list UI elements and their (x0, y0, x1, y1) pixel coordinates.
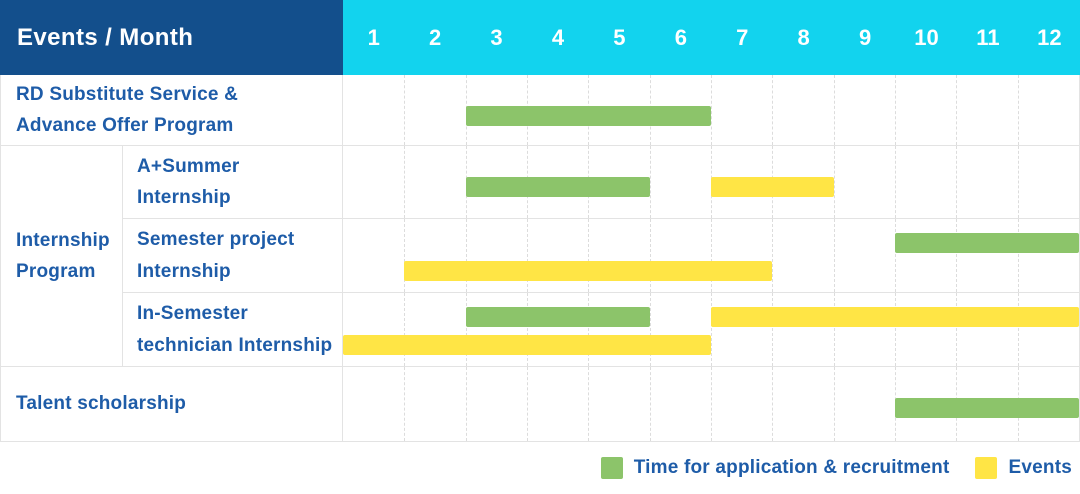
table-row: In-Semester technician Internship (123, 293, 1079, 366)
month-label: 12 (1037, 24, 1062, 50)
row-label-a-summer-internship: A+Summer Internship (123, 146, 343, 218)
month-gridline (465, 219, 467, 292)
month-gridline (956, 293, 958, 366)
month-gridline (404, 146, 406, 218)
month-gridline (1017, 146, 1019, 218)
legend: Time for application & recruitment Event… (0, 441, 1080, 494)
month-gridline (895, 146, 896, 218)
month-label: 5 (613, 24, 626, 50)
internship-program-subrows: A+Summer Internship Semester project Int… (123, 146, 1079, 366)
month-gridline (649, 293, 651, 366)
chart-row-in-semester-technician-internship (343, 293, 1079, 366)
month-gridline (895, 75, 896, 145)
month-gridline (833, 219, 835, 292)
table-body: RD Substitute Service & Advance Offer Pr… (0, 75, 1080, 442)
month-label: 10 (914, 24, 939, 50)
month-label: 7 (736, 24, 749, 50)
events-month-header-label: Events / Month (17, 23, 194, 51)
events-month-header-cell: Events / Month (0, 0, 343, 75)
month-gridline (711, 367, 712, 441)
month-gridline (404, 367, 406, 441)
month-gridline (956, 219, 958, 292)
month-gridline (711, 219, 712, 292)
row-label-rd-substitute-service: RD Substitute Service & Advance Offer Pr… (1, 75, 343, 145)
month-label: 2 (429, 24, 442, 50)
month-label: 11 (976, 24, 1000, 50)
legend-label-events: Events (1008, 456, 1072, 478)
internship-program-group: Internship Program A+Summer Internship S… (1, 146, 1079, 367)
month-label: 4 (551, 24, 565, 50)
legend-swatch-yellow (975, 456, 998, 479)
month-label: 3 (490, 24, 503, 50)
month-gridline (895, 293, 896, 366)
gantt-bar (404, 261, 773, 281)
chart-row-rd-substitute-service (343, 75, 1079, 145)
gantt-bar (711, 177, 834, 197)
month-gridline (1017, 75, 1019, 145)
month-gridline (711, 293, 712, 366)
chart-row-semester-project-internship (343, 219, 1079, 292)
month-gridline (588, 293, 590, 366)
month-gridline (649, 219, 651, 292)
table-row: Talent scholarship (1, 367, 1079, 442)
gantt-bar (465, 106, 711, 126)
legend-label-application-recruitment: Time for application & recruitment (633, 456, 950, 478)
legend-swatch-green (600, 456, 623, 479)
month-gridline (527, 219, 528, 292)
month-gridline (649, 367, 651, 441)
month-header-strip: 1 2 3 4 5 6 7 8 9 10 11 12 (343, 0, 1080, 75)
row-label-in-semester-technician-internship: In-Semester technician Internship (123, 293, 343, 366)
row-label-talent-scholarship: Talent scholarship (1, 367, 343, 441)
group-label-internship-program: Internship Program (1, 146, 123, 366)
month-gridline (895, 219, 896, 292)
gantt-bar (343, 335, 711, 355)
month-gridline (1017, 293, 1019, 366)
month-gridline (649, 146, 651, 218)
table-header: Events / Month 1 2 3 4 5 6 7 8 9 10 11 12 (0, 0, 1080, 75)
month-gridline (404, 75, 406, 145)
gantt-bar (895, 398, 1079, 418)
month-gridline (711, 75, 712, 145)
month-gridline (772, 75, 774, 145)
legend-item-application-recruitment: Time for application & recruitment (600, 456, 950, 479)
gantt-bar (465, 177, 650, 197)
month-gridline (833, 293, 835, 366)
legend-item-events: Events (975, 456, 1072, 479)
table-row: A+Summer Internship (123, 146, 1079, 219)
month-gridline (1017, 219, 1019, 292)
month-gridline (956, 75, 958, 145)
gantt-bar (465, 307, 650, 327)
month-gridline (833, 146, 835, 218)
month-label: 6 (674, 24, 687, 50)
gantt-bar (711, 307, 1079, 327)
month-gridline (588, 219, 590, 292)
row-label-semester-project-internship: Semester project Internship (123, 219, 343, 292)
month-gridline (772, 219, 774, 292)
month-label: 9 (858, 24, 872, 50)
month-label: 1 (367, 24, 380, 50)
month-gridline (956, 146, 958, 218)
month-gridline (465, 367, 467, 441)
month-gridline (465, 293, 467, 366)
month-gridline (833, 367, 835, 441)
table-row: RD Substitute Service & Advance Offer Pr… (1, 75, 1079, 146)
month-label: 8 (797, 24, 810, 50)
month-gridline (527, 293, 528, 366)
month-gridline (772, 293, 774, 366)
month-gridline (404, 219, 406, 292)
chart-row-a-summer-internship (343, 146, 1079, 218)
chart-row-talent-scholarship (343, 367, 1079, 441)
table-row: Semester project Internship (123, 219, 1079, 293)
month-gridline (404, 293, 406, 366)
month-gridline (833, 75, 835, 145)
gantt-bar (895, 233, 1079, 253)
month-gridline (772, 367, 774, 441)
month-gridline (588, 367, 590, 441)
month-gridline (527, 367, 528, 441)
